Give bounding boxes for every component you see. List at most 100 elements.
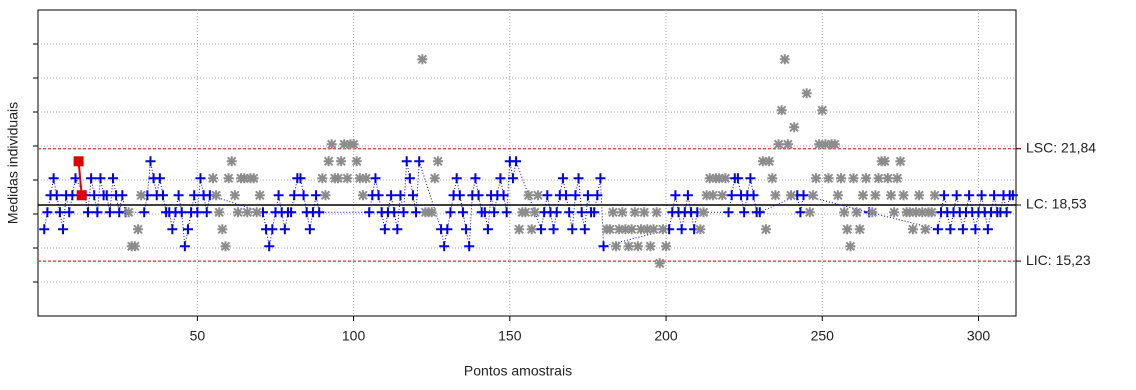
point xyxy=(745,173,756,184)
point xyxy=(889,207,900,218)
point xyxy=(804,207,815,218)
point xyxy=(823,173,834,184)
point xyxy=(548,224,559,235)
point xyxy=(179,241,190,252)
point xyxy=(651,207,662,218)
point xyxy=(945,224,956,235)
point xyxy=(911,207,922,218)
point xyxy=(211,190,222,201)
x-tick-label: 250 xyxy=(811,328,835,344)
point xyxy=(86,173,97,184)
point xyxy=(642,224,653,235)
point xyxy=(907,224,918,235)
point xyxy=(217,224,228,235)
point xyxy=(904,207,915,218)
point xyxy=(682,190,693,201)
point xyxy=(442,224,453,235)
point xyxy=(248,173,259,184)
point xyxy=(326,139,337,150)
point xyxy=(648,224,659,235)
point xyxy=(201,207,212,218)
point xyxy=(845,241,856,252)
point xyxy=(779,54,790,65)
point xyxy=(811,173,822,184)
point xyxy=(407,190,418,201)
point xyxy=(832,190,843,201)
point xyxy=(279,224,290,235)
point xyxy=(704,173,715,184)
x-tick-label: 50 xyxy=(190,328,206,344)
point xyxy=(776,105,787,116)
point xyxy=(392,224,403,235)
point xyxy=(226,156,237,167)
point xyxy=(470,173,481,184)
point xyxy=(798,190,809,201)
point xyxy=(498,190,509,201)
point xyxy=(454,190,465,201)
point xyxy=(795,207,806,218)
point xyxy=(332,173,343,184)
point xyxy=(76,190,87,201)
point xyxy=(95,173,106,184)
point xyxy=(220,241,231,252)
point xyxy=(1007,190,1018,201)
point xyxy=(239,173,250,184)
point xyxy=(101,190,112,201)
point xyxy=(207,173,218,184)
point xyxy=(617,207,628,218)
point xyxy=(848,173,859,184)
point xyxy=(620,224,631,235)
point xyxy=(464,241,475,252)
point xyxy=(914,190,925,201)
point xyxy=(1001,207,1012,218)
point xyxy=(842,224,853,235)
point xyxy=(529,207,540,218)
point xyxy=(695,224,706,235)
limit-label: LC: 18,53 xyxy=(1026,196,1087,212)
point xyxy=(970,224,981,235)
point xyxy=(698,207,709,218)
point xyxy=(354,173,365,184)
point xyxy=(604,224,615,235)
limit-label: LSC: 21,84 xyxy=(1026,139,1096,155)
point xyxy=(932,224,943,235)
point xyxy=(789,122,800,133)
point xyxy=(173,190,184,201)
point xyxy=(386,190,397,201)
point xyxy=(976,190,987,201)
point xyxy=(214,207,225,218)
point xyxy=(251,207,262,218)
point xyxy=(782,139,793,150)
x-axis-title: Pontos amostrais xyxy=(464,363,572,379)
point xyxy=(754,207,765,218)
point xyxy=(254,190,265,201)
point xyxy=(607,207,618,218)
limit-label: LIC: 15,23 xyxy=(1026,252,1091,268)
x-tick-label: 300 xyxy=(967,328,991,344)
point xyxy=(542,190,553,201)
point xyxy=(570,190,581,201)
point xyxy=(661,241,672,252)
point xyxy=(82,207,93,218)
point xyxy=(723,207,734,218)
point xyxy=(636,224,647,235)
point xyxy=(176,207,187,218)
point xyxy=(982,224,993,235)
point xyxy=(836,173,847,184)
point xyxy=(267,224,278,235)
point xyxy=(273,190,284,201)
point xyxy=(717,190,728,201)
point xyxy=(579,224,590,235)
point xyxy=(739,207,750,218)
point xyxy=(414,156,425,167)
point xyxy=(632,241,643,252)
point xyxy=(557,173,568,184)
point xyxy=(357,190,368,201)
point xyxy=(839,207,850,218)
point xyxy=(132,224,143,235)
point xyxy=(623,241,634,252)
point xyxy=(107,173,118,184)
point xyxy=(514,224,525,235)
point xyxy=(873,173,884,184)
plot-frame xyxy=(37,9,1017,317)
